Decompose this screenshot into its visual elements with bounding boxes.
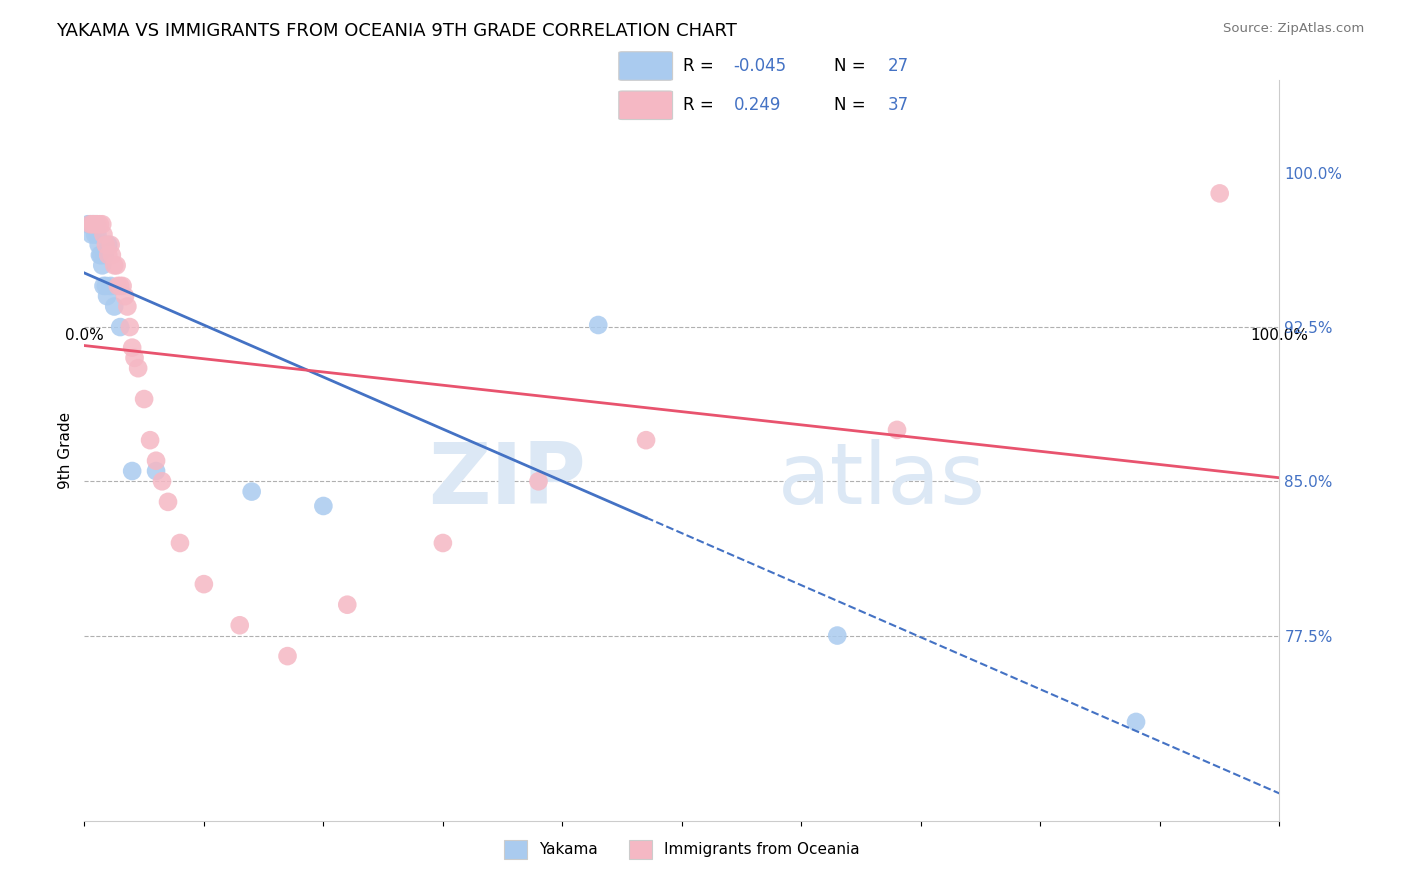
Point xyxy=(97,248,120,262)
Point xyxy=(91,217,114,231)
Point xyxy=(86,227,108,242)
Point xyxy=(1209,186,1232,201)
Point xyxy=(145,454,167,468)
Point xyxy=(114,289,136,303)
FancyBboxPatch shape xyxy=(619,52,672,80)
Text: 100.0%: 100.0% xyxy=(1250,328,1309,343)
Point xyxy=(103,300,125,314)
Point xyxy=(97,237,120,252)
Point xyxy=(91,259,114,273)
Point xyxy=(86,217,108,231)
Point xyxy=(103,259,125,273)
Point xyxy=(118,320,141,334)
FancyBboxPatch shape xyxy=(619,91,672,120)
Point xyxy=(150,475,173,489)
Point xyxy=(636,433,658,447)
Point xyxy=(101,248,124,262)
Point xyxy=(80,227,103,242)
Point xyxy=(83,217,105,231)
Point xyxy=(107,279,129,293)
Point xyxy=(312,499,335,513)
Point xyxy=(93,279,115,293)
Point xyxy=(145,464,167,478)
Point xyxy=(827,629,849,643)
Point xyxy=(79,217,101,231)
Point xyxy=(169,536,191,550)
Text: 37: 37 xyxy=(887,96,908,114)
Legend: Yakama, Immigrants from Oceania: Yakama, Immigrants from Oceania xyxy=(498,834,866,865)
Point xyxy=(886,423,908,437)
Point xyxy=(229,618,252,632)
Point xyxy=(336,598,359,612)
Point xyxy=(111,279,134,293)
Point xyxy=(121,464,143,478)
Point xyxy=(86,217,108,231)
Point xyxy=(89,248,111,262)
Point xyxy=(87,237,110,252)
Point xyxy=(432,536,454,550)
Point xyxy=(240,484,263,499)
Text: R =: R = xyxy=(683,56,720,75)
Text: YAKAMA VS IMMIGRANTS FROM OCEANIA 9TH GRADE CORRELATION CHART: YAKAMA VS IMMIGRANTS FROM OCEANIA 9TH GR… xyxy=(56,22,737,40)
Point xyxy=(277,649,299,664)
Point xyxy=(110,320,132,334)
Text: N =: N = xyxy=(834,96,870,114)
Point xyxy=(105,259,128,273)
Point xyxy=(100,237,122,252)
Point xyxy=(96,289,118,303)
Point xyxy=(110,279,132,293)
Y-axis label: 9th Grade: 9th Grade xyxy=(58,412,73,489)
Point xyxy=(193,577,215,591)
Point xyxy=(124,351,146,365)
Text: N =: N = xyxy=(834,56,870,75)
Point xyxy=(527,475,550,489)
Point xyxy=(82,217,104,231)
Point xyxy=(90,248,112,262)
Point xyxy=(121,341,143,355)
Point xyxy=(84,217,107,231)
Point xyxy=(100,279,122,293)
Text: 0.0%: 0.0% xyxy=(65,328,104,343)
Point xyxy=(1125,714,1147,729)
Text: atlas: atlas xyxy=(778,439,986,522)
Text: Source: ZipAtlas.com: Source: ZipAtlas.com xyxy=(1223,22,1364,36)
Text: R =: R = xyxy=(683,96,720,114)
Point xyxy=(79,217,101,231)
Text: -0.045: -0.045 xyxy=(734,56,786,75)
Point xyxy=(94,237,117,252)
Point xyxy=(139,433,162,447)
Point xyxy=(93,248,115,262)
Text: 0.249: 0.249 xyxy=(734,96,780,114)
Point xyxy=(588,318,610,332)
Point xyxy=(93,227,115,242)
Point xyxy=(94,279,117,293)
Point xyxy=(132,392,156,406)
Point xyxy=(117,300,139,314)
Text: 27: 27 xyxy=(887,56,908,75)
Point xyxy=(77,217,100,231)
Point xyxy=(84,227,107,242)
Point xyxy=(89,217,111,231)
Point xyxy=(157,495,180,509)
Point xyxy=(82,217,104,231)
Point xyxy=(127,361,149,376)
Text: ZIP: ZIP xyxy=(429,439,586,522)
